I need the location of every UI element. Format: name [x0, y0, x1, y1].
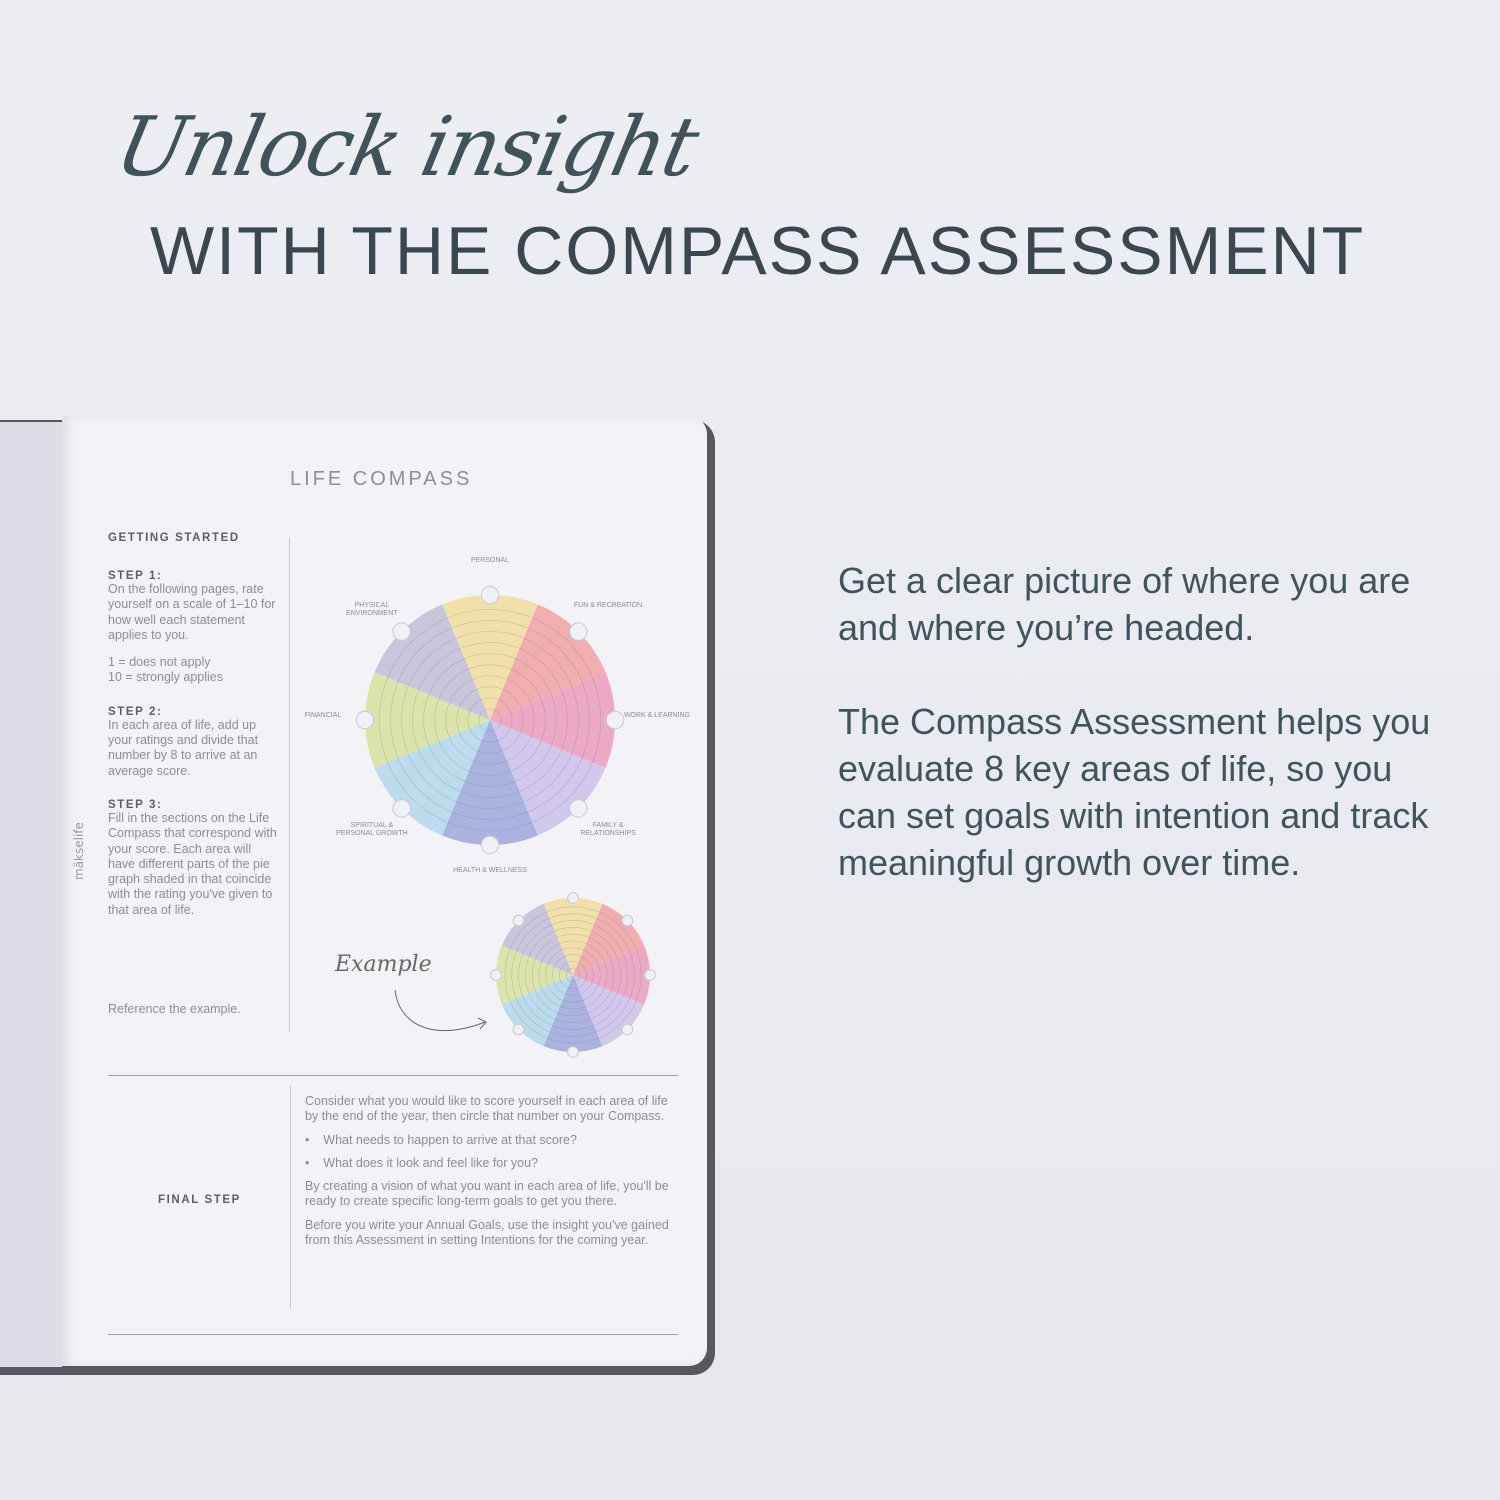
- sector-marker: [567, 1046, 579, 1058]
- scale-ring: [559, 961, 587, 989]
- final-bullet: • What does it look and feel like for yo…: [305, 1155, 538, 1170]
- scale-ring: [467, 697, 513, 743]
- compass-area-label: WORK & LEARNING: [623, 712, 691, 719]
- step-3-label: STEP 3:: [108, 798, 163, 811]
- compass-sector: [490, 672, 615, 768]
- compass-sector: [496, 945, 573, 1005]
- compass-area-label: FINANCIAL: [304, 712, 342, 719]
- compass-sector: [543, 975, 603, 1052]
- scale-ring: [504, 906, 642, 1044]
- planner-page: [62, 416, 707, 1366]
- scale-ring: [423, 653, 557, 787]
- sector-marker: [569, 799, 588, 818]
- sector-marker: [569, 622, 588, 641]
- scale-ring: [525, 927, 621, 1023]
- sector-marker: [621, 914, 634, 927]
- example-label: Example: [335, 952, 432, 977]
- divider: [108, 1075, 678, 1076]
- compass-sector: [573, 945, 650, 1005]
- sector-marker: [567, 892, 579, 904]
- scale-ring: [456, 686, 524, 754]
- final-paragraph-1: Consider what you would like to score yo…: [305, 1094, 668, 1124]
- compass-area-label: PERSONAL: [470, 557, 510, 564]
- scale-ring: [478, 708, 502, 732]
- scale-ring: [545, 947, 601, 1003]
- final-paragraph-3: Before you write your Annual Goals, use …: [305, 1217, 669, 1248]
- scale-ring: [434, 664, 546, 776]
- scale-ring: [379, 609, 601, 831]
- scale-ring: [531, 933, 615, 1017]
- step-2-label: STEP 2:: [108, 705, 163, 718]
- final-step-heading: FINAL STEP: [158, 1194, 241, 1206]
- sector-marker: [392, 799, 411, 818]
- compass-sector: [442, 720, 538, 845]
- scale-low: 1 = does not apply: [108, 655, 211, 670]
- page-title: LIFE COMPASS: [290, 468, 473, 490]
- sector-marker: [480, 835, 500, 855]
- sector-marker: [621, 1023, 634, 1036]
- scale-ring: [511, 913, 635, 1037]
- example-arrow-icon: [394, 989, 486, 1032]
- compass-area-label: FAMILY & RELATIONSHIPS: [580, 821, 636, 837]
- scale-high: 10 = strongly applies: [108, 670, 224, 685]
- scale-ring: [401, 631, 579, 809]
- compass-sector: [442, 595, 538, 720]
- step-2-text: In each area of life, add up your rating…: [108, 717, 259, 778]
- reference-text: Reference the example.: [108, 1002, 241, 1016]
- step-1-text: On the following pages, rate yourself on…: [108, 582, 276, 642]
- scale-ring: [565, 967, 581, 983]
- sector-marker: [490, 969, 502, 981]
- sector-marker: [512, 1023, 525, 1036]
- scale-ring: [412, 642, 568, 798]
- scale-ring: [552, 954, 594, 996]
- getting-started-heading: GETTING STARTED: [108, 532, 240, 544]
- compass-sector: [543, 898, 603, 975]
- compass-area-label: FUN & RECREATION: [573, 602, 643, 610]
- divider: [289, 537, 290, 1032]
- step-1-label: STEP 1:: [108, 570, 163, 582]
- sector-marker: [644, 969, 656, 981]
- sector-marker: [605, 710, 625, 730]
- compass-area-label: HEALTH & WELLNESS: [453, 867, 527, 874]
- compass-chart: [355, 585, 656, 1058]
- headline-script: Unlock insight: [107, 100, 705, 195]
- scale-ring: [390, 620, 590, 820]
- headline-title: WITH THE COMPASS ASSESSMENT: [150, 213, 1366, 289]
- step-3-text: Fill in the sections on the Life Compass…: [108, 810, 277, 917]
- intro-paragraph: Get a clear picture of where you are and…: [838, 560, 1411, 648]
- description-paragraph: The Compass Assessment helps you evaluat…: [838, 701, 1431, 883]
- scale-ring: [518, 920, 628, 1030]
- final-paragraph-2: By creating a vision of what you want in…: [305, 1179, 669, 1209]
- compass-area-label: SPIRITUAL & PERSONAL GROWTH: [336, 821, 408, 837]
- left-page: [0, 422, 62, 1367]
- divider: [108, 1334, 678, 1335]
- sector-marker: [392, 622, 411, 641]
- sector-marker: [480, 585, 500, 605]
- divider: [290, 1085, 291, 1310]
- compass-sector: [365, 672, 490, 768]
- sector-marker: [512, 914, 525, 927]
- final-bullet: • What needs to happen to arrive at that…: [305, 1132, 577, 1147]
- compass-area-label: PHYSICAL ENVIRONMENT: [346, 602, 398, 618]
- sector-marker: [355, 710, 375, 730]
- scale-ring: [445, 675, 535, 765]
- brand-logo: mäkselife: [72, 822, 86, 880]
- scale-ring: [538, 940, 608, 1010]
